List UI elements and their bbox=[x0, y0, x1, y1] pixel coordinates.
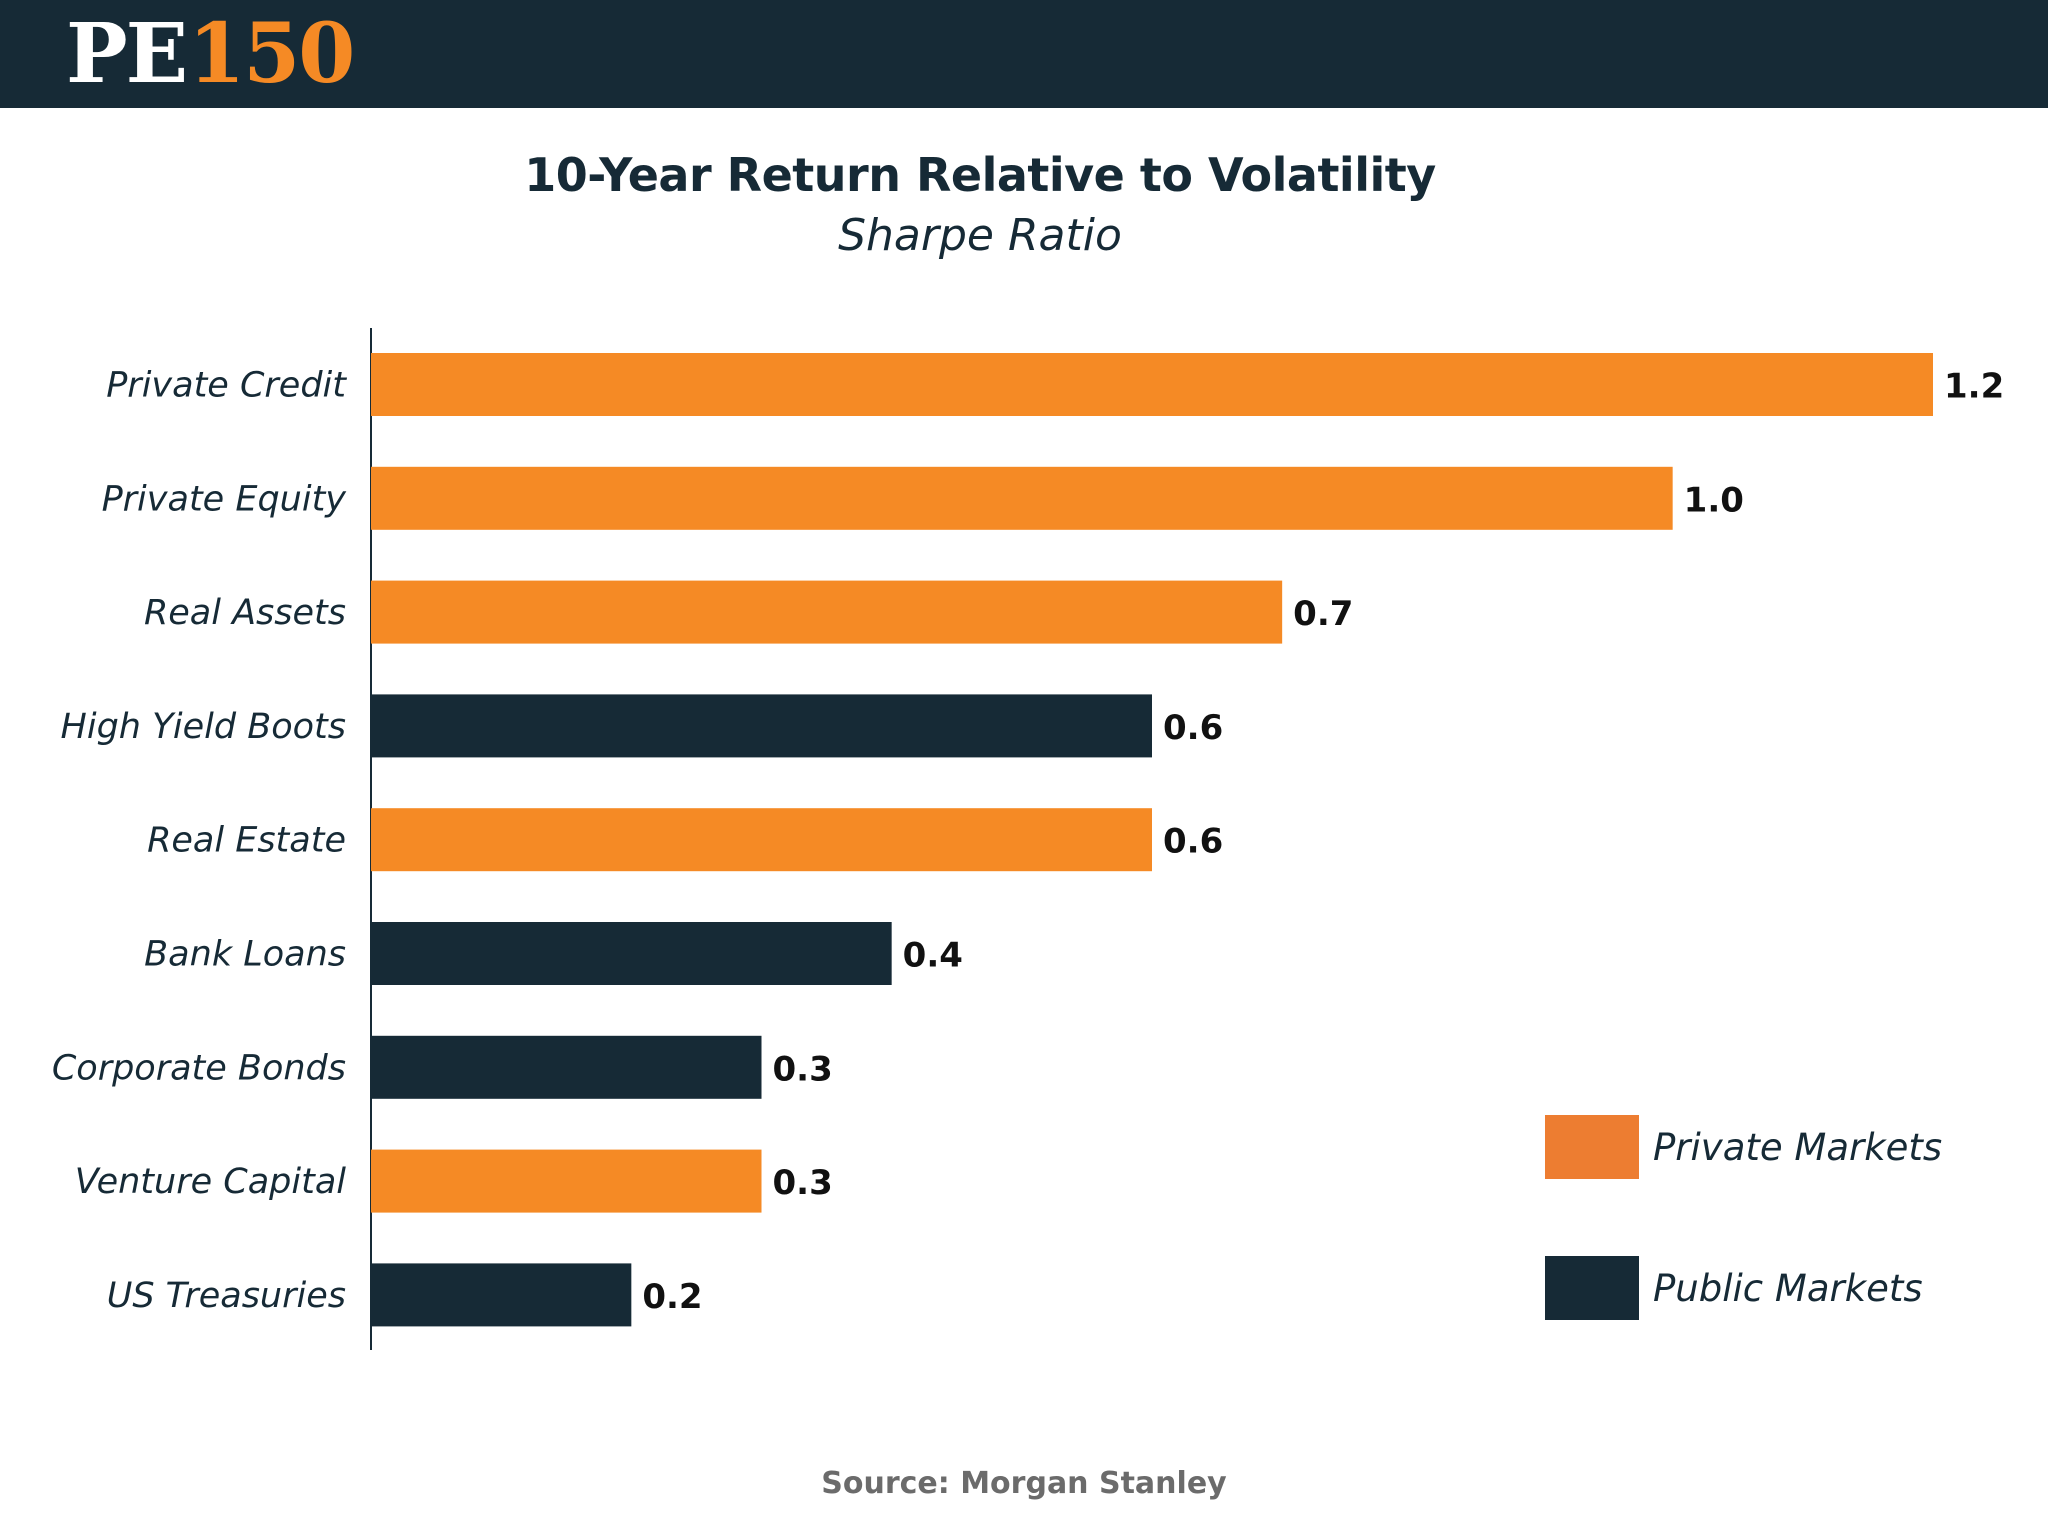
value-label-corporate-bonds: 0.3 bbox=[773, 1049, 833, 1089]
category-label-private-equity: Private Equity bbox=[102, 479, 348, 519]
bar-real-estate[interactable] bbox=[371, 808, 1152, 872]
category-label-venture-capital: Venture Capital bbox=[75, 1162, 347, 1202]
value-label-real-assets: 0.7 bbox=[1293, 594, 1353, 634]
bar-bank-loans[interactable] bbox=[371, 922, 892, 985]
category-label-real-estate: Real Estate bbox=[147, 821, 346, 861]
legend-label-private-markets: Private Markets bbox=[1653, 1126, 1942, 1169]
bar-private-equity[interactable] bbox=[371, 466, 1673, 530]
category-label-private-credit: Private Credit bbox=[106, 366, 347, 406]
source-note: Source: Morgan Stanley bbox=[821, 1466, 1227, 1501]
category-label-us-treasuries: US Treasuries bbox=[107, 1276, 346, 1316]
bar-us-treasuries[interactable] bbox=[371, 1263, 632, 1327]
chart-subtitle: Sharpe Ratio bbox=[838, 210, 1122, 261]
bar-high-yield-boots[interactable] bbox=[371, 694, 1152, 758]
legend-swatch-public-markets[interactable] bbox=[1545, 1256, 1639, 1320]
value-label-high-yield-boots: 0.6 bbox=[1163, 708, 1223, 748]
category-label-corporate-bonds: Corporate Bonds bbox=[52, 1048, 346, 1088]
bar-corporate-bonds[interactable] bbox=[371, 1035, 762, 1099]
legend: Private Markets Public Markets bbox=[1545, 1115, 1942, 1320]
bars-layer: Private Credit 1.2 Private Equity 1.0 Real A… bbox=[52, 353, 2004, 1327]
value-label-venture-capital: 0.3 bbox=[773, 1163, 833, 1203]
chart-title: 10-Year Return Relative to Volatility bbox=[524, 148, 1436, 202]
category-label-high-yield-boots: High Yield Boots bbox=[61, 707, 346, 747]
value-label-private-equity: 1.0 bbox=[1684, 480, 1744, 520]
category-label-real-assets: Real Assets bbox=[144, 593, 346, 633]
legend-label-public-markets: Public Markets bbox=[1653, 1267, 1923, 1310]
logo-number-text: 150 bbox=[188, 6, 355, 102]
pe150-logo[interactable]: PE 150 bbox=[66, 6, 355, 102]
header-bar: PE 150 bbox=[0, 0, 2048, 108]
category-label-bank-loans: Bank Loans bbox=[144, 935, 346, 975]
value-label-real-estate: 0.6 bbox=[1163, 822, 1223, 862]
bar-real-assets[interactable] bbox=[371, 580, 1283, 644]
bar-private-credit[interactable] bbox=[371, 353, 1933, 416]
value-label-private-credit: 1.2 bbox=[1944, 367, 2004, 407]
legend-swatch-private-markets[interactable] bbox=[1545, 1115, 1639, 1179]
value-label-bank-loans: 0.4 bbox=[903, 936, 963, 976]
bar-venture-capital[interactable] bbox=[371, 1149, 762, 1213]
logo-pe-text: PE bbox=[66, 6, 188, 102]
value-label-us-treasuries: 0.2 bbox=[642, 1277, 702, 1317]
